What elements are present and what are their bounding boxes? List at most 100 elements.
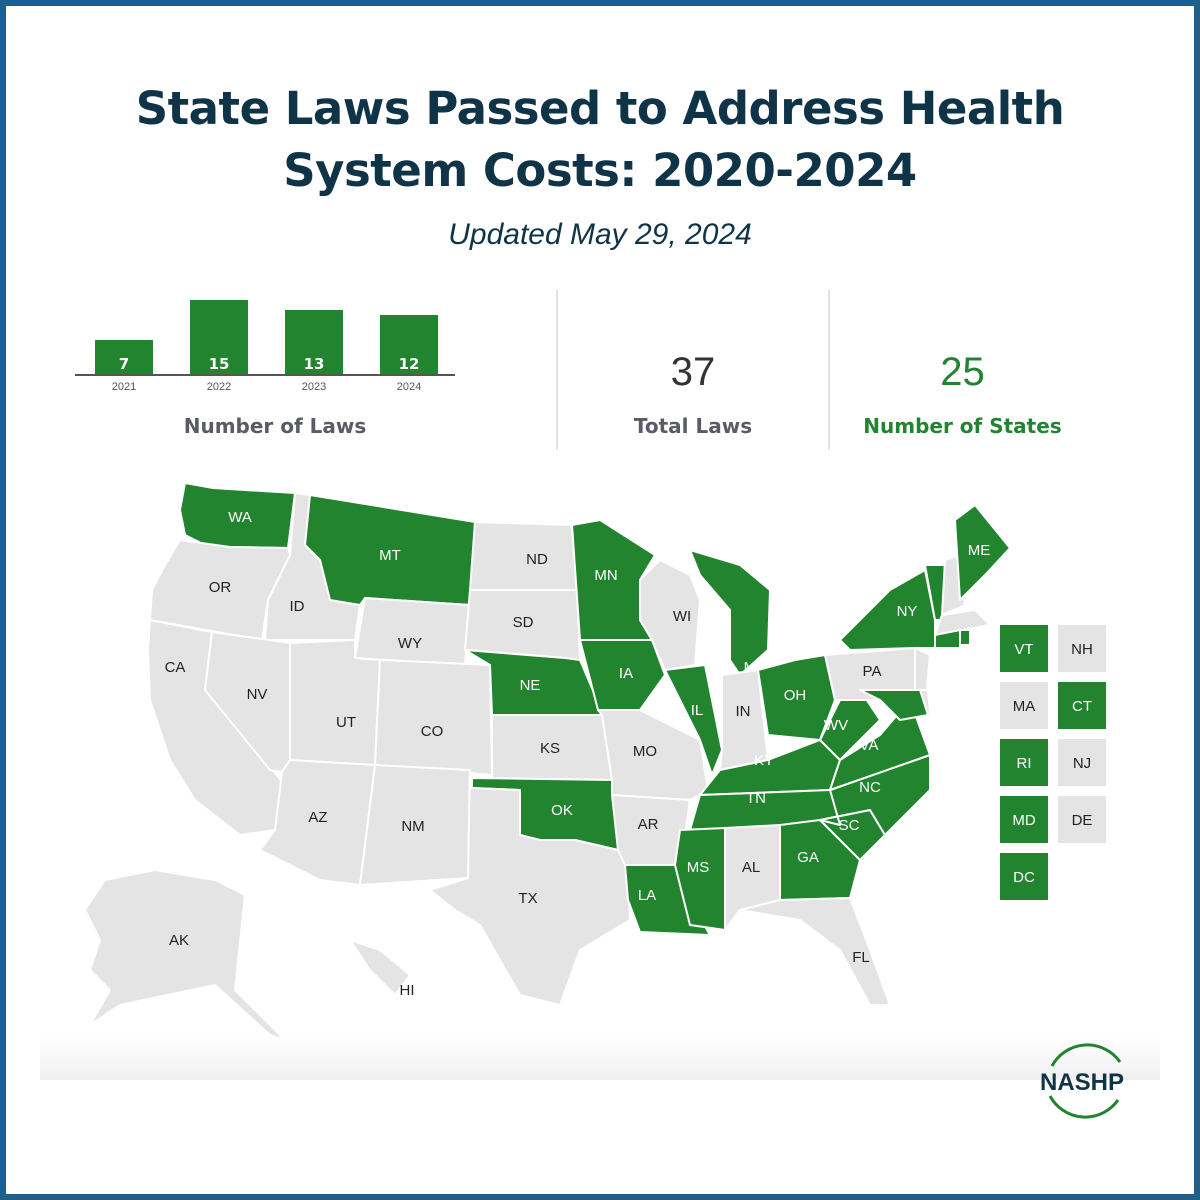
state-box-de bbox=[1058, 796, 1106, 843]
state-label-wi: WI bbox=[673, 608, 691, 625]
nashp-logo-icon bbox=[1050, 1043, 1122, 1067]
state-label-id: ID bbox=[290, 598, 305, 615]
state-co bbox=[374, 659, 493, 776]
number-of-states-value: 25 bbox=[940, 350, 985, 394]
state-label-ms: MS bbox=[687, 859, 710, 876]
bar-2021 bbox=[95, 340, 153, 375]
page-title: State Laws Passed to Address Health Syst… bbox=[0, 78, 1200, 202]
bar-2024 bbox=[380, 315, 438, 375]
bar-2022 bbox=[190, 300, 248, 375]
state-ia bbox=[579, 639, 666, 711]
state-label-or: OR bbox=[209, 579, 232, 596]
state-label-co: CO bbox=[421, 723, 444, 740]
state-box-ma bbox=[1000, 682, 1048, 729]
state-il bbox=[664, 664, 723, 776]
state-tx bbox=[429, 769, 631, 1006]
title-line-2: System Costs: 2020-2024 bbox=[283, 144, 917, 197]
state-label-mi: MI bbox=[744, 659, 761, 676]
nashp-logo-icon bbox=[1048, 1095, 1120, 1119]
title-line-1: State Laws Passed to Address Health bbox=[135, 82, 1065, 135]
state-label-wv: WV bbox=[824, 717, 848, 734]
nashp-logo-text: NASHP bbox=[1040, 1069, 1124, 1096]
state-label-ks: KS bbox=[540, 740, 560, 757]
state-hi bbox=[349, 939, 411, 996]
state-shapes bbox=[84, 482, 1011, 1041]
state-label-ne: NE bbox=[520, 677, 541, 694]
state-me bbox=[954, 504, 1011, 601]
state-label-nv: NV bbox=[247, 686, 268, 703]
state-label-il: IL bbox=[691, 702, 704, 719]
state-label-ca: CA bbox=[165, 659, 186, 676]
state-label-ut: UT bbox=[336, 714, 356, 731]
state-label-sd: SD bbox=[513, 614, 534, 631]
state-label-pa: PA bbox=[863, 663, 882, 680]
bar-category-label: 2022 bbox=[207, 381, 231, 393]
state-box-label: NJ bbox=[1073, 755, 1091, 772]
us-map: WA OR CA ID NV MT WY UT AZ CO NM ND SD NE KS OK TX MN IA MO… bbox=[40, 482, 1160, 1080]
state-ny bbox=[839, 569, 936, 651]
state-label-nd: ND bbox=[526, 551, 548, 568]
state-box-nh bbox=[1058, 625, 1106, 672]
state-ut bbox=[289, 639, 381, 766]
state-box-ct bbox=[1058, 682, 1106, 729]
state-labels: WA OR CA ID NV MT WY UT AZ CO NM ND SD NE KS OK TX MN IA MO… bbox=[165, 509, 991, 999]
bar-category-label: 2024 bbox=[397, 381, 421, 393]
state-box-nj bbox=[1058, 739, 1106, 786]
state-va bbox=[829, 699, 931, 791]
nashp-logo: NASHP bbox=[1040, 1043, 1124, 1119]
state-label-nm: NM bbox=[401, 818, 424, 835]
bar-category-label: 2023 bbox=[302, 381, 326, 393]
state-label-sc: SC bbox=[839, 817, 860, 834]
state-label-tx: TX bbox=[518, 890, 537, 907]
state-box-label: RI bbox=[1017, 755, 1032, 772]
state-box-label: MD bbox=[1012, 812, 1035, 829]
total-laws-value: 37 bbox=[670, 350, 716, 394]
state-ma bbox=[934, 609, 991, 636]
state-label-mt: MT bbox=[379, 547, 401, 564]
stats-divider bbox=[828, 290, 830, 450]
bar-category-label: 2021 bbox=[112, 381, 136, 393]
state-label-in: IN bbox=[736, 703, 751, 720]
state-or bbox=[149, 539, 291, 641]
map-footer-fade bbox=[40, 1030, 1160, 1080]
total-laws-label: Total Laws bbox=[633, 414, 753, 438]
page-subtitle: Updated May 29, 2024 bbox=[448, 218, 752, 251]
state-label-az: AZ bbox=[308, 809, 327, 826]
state-box-label: VT bbox=[1014, 641, 1033, 658]
state-label-fl: FL bbox=[852, 949, 870, 966]
number-of-states-label: Number of States bbox=[863, 414, 1062, 438]
state-label-mn: MN bbox=[594, 567, 617, 584]
state-label-ar: AR bbox=[638, 816, 659, 833]
bar-value-label: 12 bbox=[399, 355, 420, 373]
state-box-label: CT bbox=[1072, 698, 1092, 715]
state-nd bbox=[469, 521, 578, 591]
state-box-md bbox=[1000, 796, 1048, 843]
state-ri bbox=[959, 629, 971, 646]
state-wy bbox=[354, 597, 471, 666]
state-fl bbox=[739, 897, 891, 1006]
state-label-ny: NY bbox=[897, 603, 918, 620]
state-label-me: ME bbox=[968, 542, 991, 559]
small-states-legend: VT NH MA CT RI NJ MD DE DC bbox=[1000, 625, 1106, 900]
state-label-tn: TN bbox=[746, 790, 766, 807]
state-box-label: DE bbox=[1072, 812, 1093, 829]
laws-bar-chart: 7 2021 15 2022 13 2023 12 2024 bbox=[75, 300, 455, 393]
state-box-label: MA bbox=[1013, 698, 1036, 715]
state-label-wa: WA bbox=[228, 509, 252, 526]
state-box-dc bbox=[1000, 853, 1048, 900]
state-mi bbox=[689, 549, 771, 676]
bar-2023 bbox=[285, 310, 343, 375]
bar-value-label: 15 bbox=[209, 355, 230, 373]
state-label-ky: KY bbox=[754, 752, 774, 769]
state-ak bbox=[84, 869, 286, 1041]
state-box-label: NH bbox=[1071, 641, 1093, 658]
state-ms bbox=[674, 827, 726, 931]
state-label-al: AL bbox=[742, 859, 760, 876]
state-label-wy: WY bbox=[398, 635, 422, 652]
bar-value-label: 7 bbox=[119, 355, 129, 373]
bar-chart-label: Number of Laws bbox=[183, 414, 367, 438]
state-label-la: LA bbox=[638, 887, 656, 904]
state-md bbox=[859, 689, 929, 721]
state-label-va: VA bbox=[860, 737, 879, 754]
state-wi bbox=[639, 559, 701, 671]
